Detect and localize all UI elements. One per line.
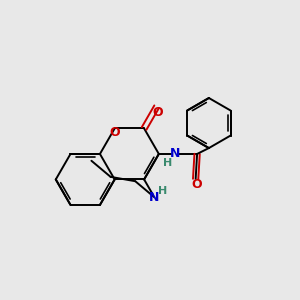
Text: O: O [110,126,120,140]
Text: N: N [149,191,160,204]
Text: H: H [163,158,172,168]
Text: O: O [192,178,203,191]
Text: H: H [158,186,167,196]
Text: N: N [170,147,180,161]
Text: O: O [153,106,164,118]
